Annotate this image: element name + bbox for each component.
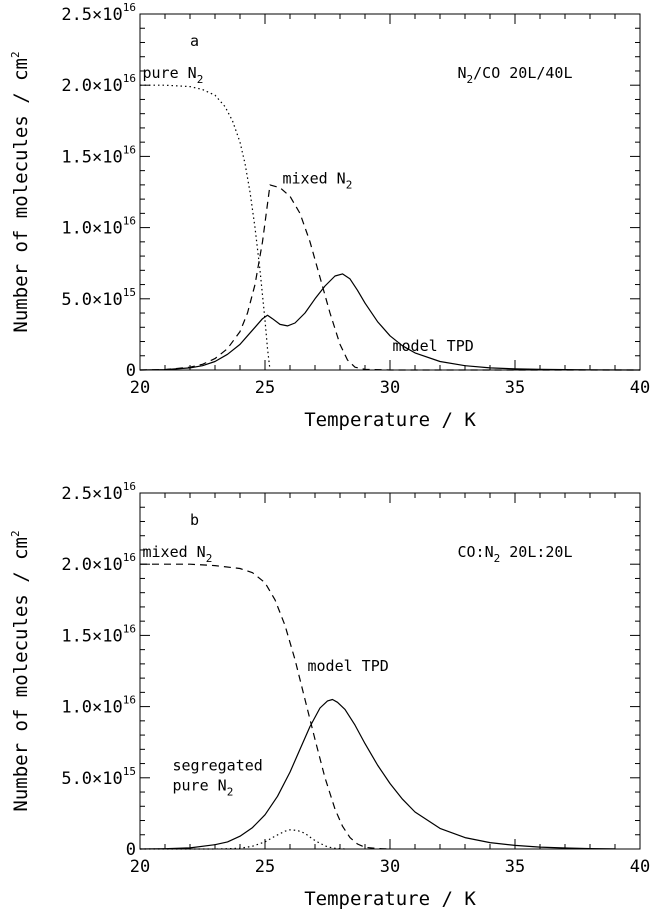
series-label: mixed N2 xyxy=(143,543,213,565)
series-line-solid xyxy=(139,698,616,850)
series-line-solid xyxy=(139,273,641,371)
sample-label: CO:N2 20L:20L xyxy=(458,543,573,565)
series-line-dashed xyxy=(140,563,391,850)
y-axis-label: Number of molecules / cm2 xyxy=(9,530,32,811)
y-tick-label: 2.5×1016 xyxy=(61,480,136,504)
series-label: model TPD xyxy=(308,657,389,675)
y-tick-label: 1.0×1016 xyxy=(61,694,136,718)
x-tick-label: 30 xyxy=(380,857,400,877)
series-label: pure N2 xyxy=(143,64,204,86)
x-tick-label: 25 xyxy=(255,857,275,877)
y-axis-label: Number of molecules / cm2 xyxy=(9,51,32,332)
x-tick-label: 20 xyxy=(130,857,150,877)
chart-panel-b: 20 25 30 35 40 0 5.0×1015 1.0×1016 1.5×1016 2.0×1… xyxy=(9,480,650,910)
x-tick-label: 40 xyxy=(630,378,650,398)
x-tick-label: 35 xyxy=(505,857,525,877)
x-axis-label: Temperature / K xyxy=(304,888,476,910)
y-tick-label: 0 xyxy=(126,361,136,381)
series-line-dashed xyxy=(139,184,640,371)
series-label: mixed N2 xyxy=(283,169,353,191)
series-line-dotted xyxy=(140,84,271,371)
x-tick-label: 40 xyxy=(630,857,650,877)
y-tick-label: 1.5×1016 xyxy=(61,143,136,167)
panel-label: b xyxy=(190,511,199,529)
y-tick-label: 2.0×1016 xyxy=(61,72,136,96)
series-label: pure N2 xyxy=(173,777,234,799)
y-tick-label: 0 xyxy=(126,840,136,860)
x-tick-label: 20 xyxy=(130,378,150,398)
series-label-line1: segregated xyxy=(173,757,263,775)
y-tick-label: 2.5×1016 xyxy=(61,1,136,25)
chart-panel-a: 20 25 30 35 40 0 5.0×1015 1.0×1016 1.5×1016 2.0×1… xyxy=(9,1,650,431)
y-tick-label: 5.0×1015 xyxy=(61,286,136,310)
sample-label: N2/CO 20L/40L xyxy=(458,64,573,86)
y-tick-label: 1.0×1016 xyxy=(61,215,136,239)
y-tick-label: 2.0×1016 xyxy=(61,551,136,575)
x-tick-label: 25 xyxy=(255,378,275,398)
series-label: model TPD xyxy=(393,337,474,355)
x-tick-label: 30 xyxy=(380,378,400,398)
x-axis-label: Temperature / K xyxy=(304,409,476,431)
y-tick-label: 5.0×1015 xyxy=(61,765,136,789)
panel-label: a xyxy=(190,32,199,50)
series-line-dotted xyxy=(140,829,346,850)
x-tick-label: 35 xyxy=(505,378,525,398)
y-tick-label: 1.5×1016 xyxy=(61,622,136,646)
